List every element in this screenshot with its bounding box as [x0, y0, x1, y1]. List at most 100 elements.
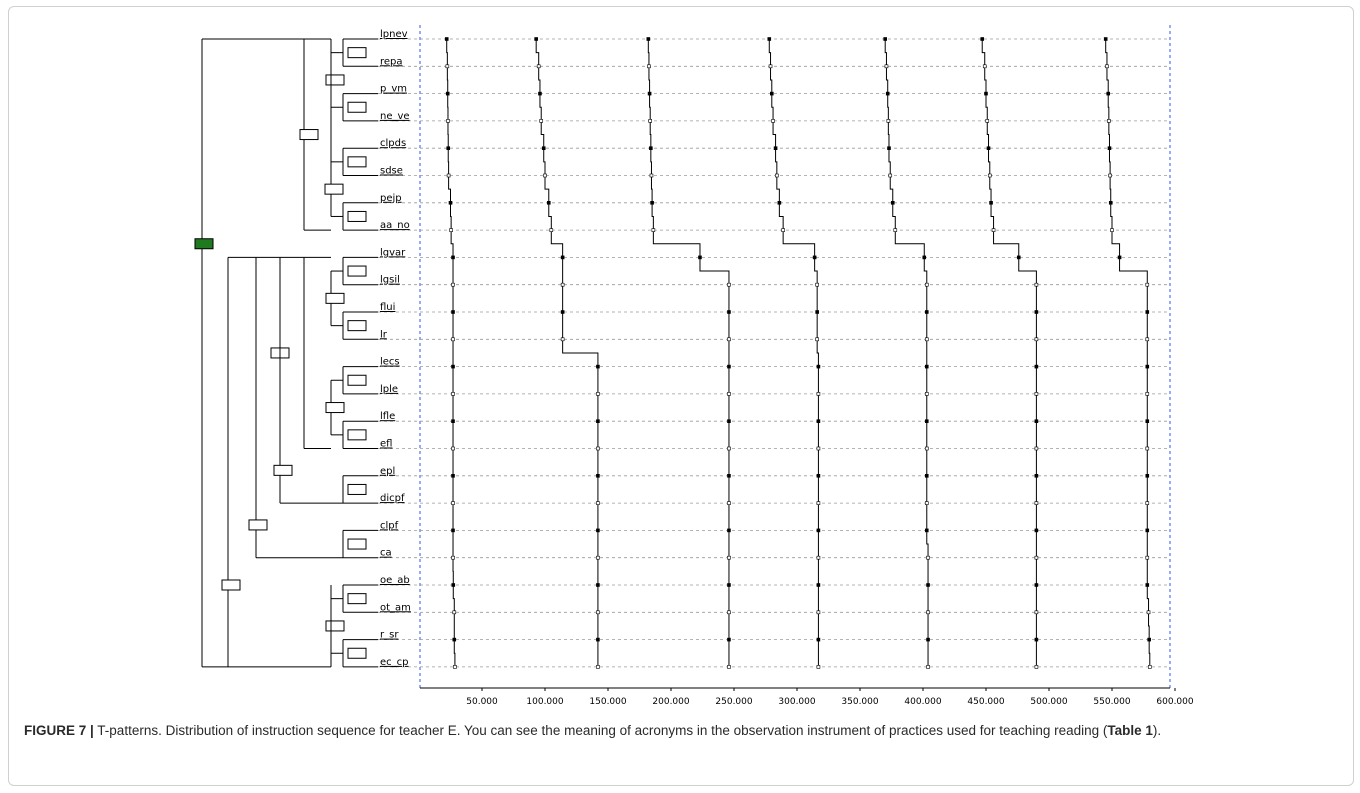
x-tick-label: 400.000: [904, 697, 941, 707]
data-point: [1146, 610, 1151, 615]
data-point: [451, 501, 455, 505]
pair-node-box: [347, 47, 367, 59]
data-point: [1034, 555, 1039, 560]
data-point: [767, 37, 772, 41]
data-point: [451, 282, 455, 287]
data-point: [451, 555, 455, 560]
data-point: [985, 119, 990, 123]
pair-node-box: [347, 101, 367, 113]
data-point: [924, 473, 929, 478]
data-point: [538, 91, 542, 96]
data-point: [1034, 501, 1039, 505]
data-point: [1103, 37, 1108, 41]
data-point: [646, 37, 651, 41]
data-point: [596, 446, 600, 451]
data-point: [1107, 146, 1112, 150]
data-point: [648, 119, 653, 123]
caption-label: FIGURE 7 |: [24, 723, 94, 738]
data-point: [815, 337, 819, 342]
data-point: [924, 337, 929, 342]
data-point: [816, 419, 821, 424]
data-point: [596, 610, 600, 615]
figure-caption: FIGURE 7 | T-patterns. Distribution of i…: [24, 721, 1334, 740]
data-point: [1016, 255, 1021, 260]
data-point: [549, 228, 554, 232]
series-line-5: [884, 39, 929, 667]
data-point: [1145, 392, 1150, 396]
data-point: [647, 91, 652, 96]
data-point: [924, 528, 929, 533]
series-line-6: [981, 39, 1037, 667]
data-point: [1034, 446, 1039, 451]
data-point: [1145, 501, 1150, 505]
data-point: [596, 555, 600, 560]
data-point: [446, 119, 450, 123]
data-point: [1106, 91, 1111, 96]
data-point: [984, 91, 988, 96]
data-point: [815, 310, 819, 314]
x-tick-label: 100.000: [526, 697, 563, 707]
pair-node-box: [347, 429, 367, 441]
data-point: [1034, 419, 1039, 424]
data-point: [698, 255, 702, 260]
data-point: [986, 146, 991, 150]
row-label-ca: ca: [380, 548, 392, 559]
data-point: [446, 173, 451, 178]
data-point: [649, 173, 654, 178]
data-point: [1117, 255, 1122, 260]
data-point: [1034, 665, 1039, 669]
row-label-lr: lr: [380, 329, 388, 340]
series-line-7: [1105, 39, 1151, 667]
row-label-oe_ab: oe_ab: [380, 575, 410, 586]
row-label-aa_no: aa_no: [380, 220, 410, 231]
data-point: [727, 419, 731, 424]
data-point: [769, 91, 774, 96]
caption-table-ref: Table 1: [1107, 723, 1153, 738]
data-point: [647, 64, 651, 69]
data-point: [727, 610, 731, 615]
data-point: [451, 446, 455, 451]
data-point: [816, 528, 821, 533]
data-point: [926, 665, 930, 669]
cluster-node-box: [325, 620, 345, 632]
data-point: [815, 282, 819, 287]
data-point: [596, 583, 600, 587]
data-point: [926, 610, 930, 615]
row-label-pejp: pejp: [380, 193, 402, 204]
data-point: [596, 419, 600, 424]
row-label-flui: flui: [380, 302, 395, 313]
data-point: [596, 528, 600, 533]
pair-node-box: [347, 265, 367, 277]
data-point: [453, 665, 457, 669]
row-label-epl: epl: [380, 466, 395, 477]
series-line-3: [647, 39, 730, 667]
data-point: [926, 637, 930, 642]
row-label-efl: efl: [380, 439, 392, 450]
data-point: [812, 255, 817, 260]
series-line-1: [446, 39, 456, 667]
data-point: [546, 201, 551, 205]
data-point: [1034, 364, 1039, 369]
x-tick-label: 50.000: [466, 697, 498, 707]
x-tick-label: 350.000: [841, 697, 878, 707]
data-point: [543, 173, 547, 178]
cluster-node-box: [299, 129, 319, 141]
data-point: [816, 364, 821, 369]
data-point: [1147, 637, 1151, 642]
data-point: [1145, 419, 1150, 424]
data-point: [1034, 610, 1039, 615]
pair-node-box: [347, 374, 367, 386]
data-point: [893, 228, 898, 232]
x-tick-label: 450.000: [967, 697, 1004, 707]
row-label-clpds: clpds: [380, 138, 406, 149]
data-point: [890, 201, 895, 205]
data-point: [444, 37, 449, 41]
data-point: [596, 364, 600, 369]
data-point: [886, 119, 891, 123]
series-line-2: [535, 39, 599, 667]
x-tick-label: 200.000: [652, 697, 689, 707]
cluster-node-box: [325, 74, 345, 86]
data-point: [1145, 364, 1150, 369]
data-point: [451, 364, 455, 369]
